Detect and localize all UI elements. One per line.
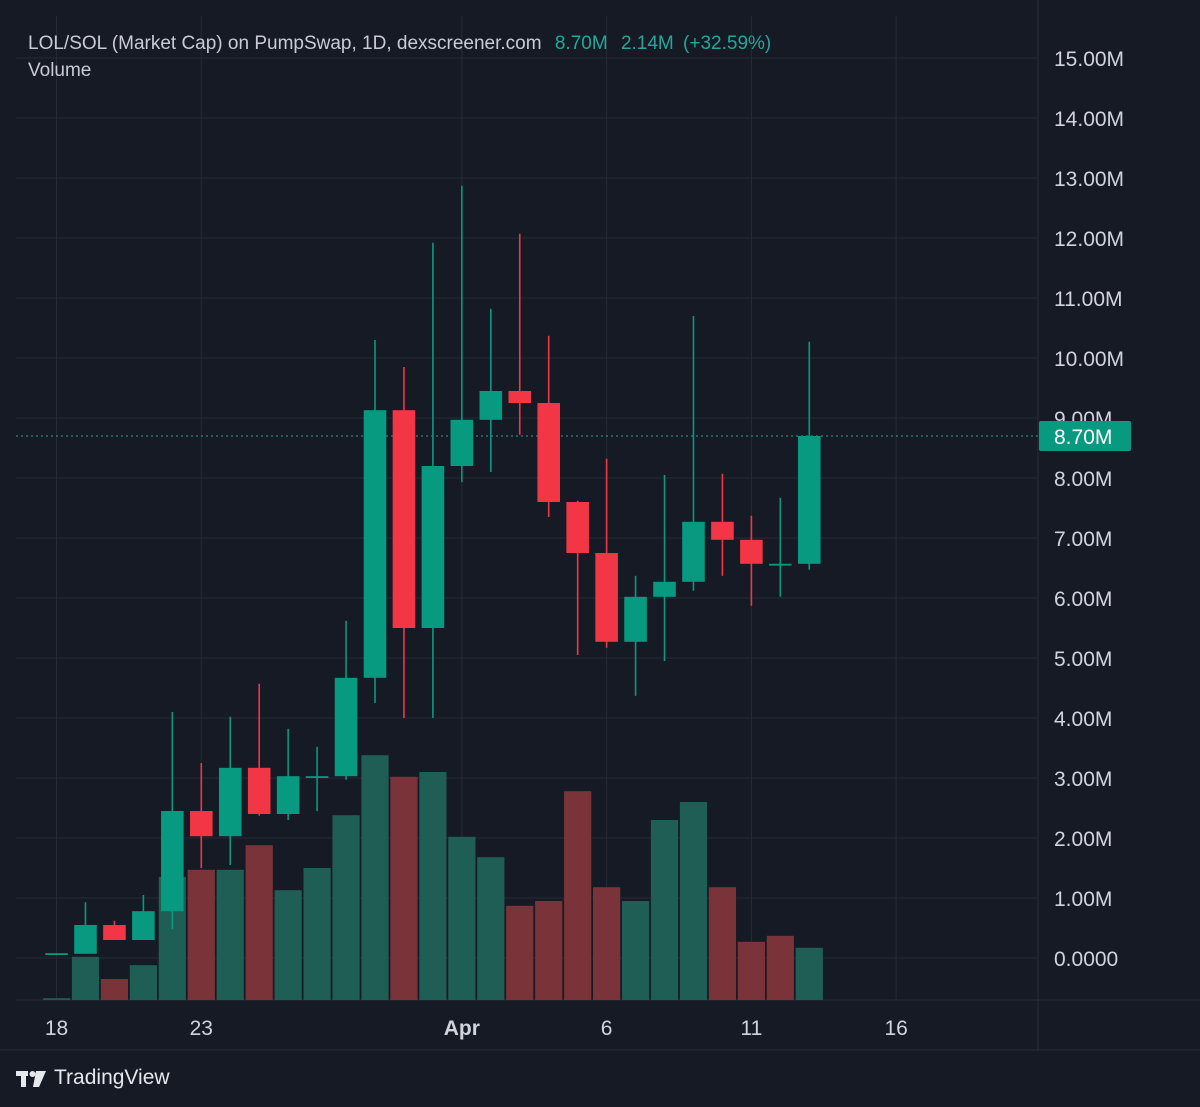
candle-body (711, 521, 734, 540)
candle-body (247, 767, 271, 814)
candle-body (740, 539, 763, 564)
candle-body (566, 502, 589, 553)
price-tag (1039, 421, 1131, 451)
x-tick-label: Apr (444, 1017, 480, 1040)
chart-header: LOL/SOL (Market Cap) on PumpSwap, 1D, de… (28, 33, 771, 55)
tradingview-logo-icon (16, 1071, 46, 1087)
y-tick-label: 12.00M (1054, 228, 1124, 251)
volume-bar (448, 836, 476, 1000)
y-tick-label: 10.00M (1054, 348, 1124, 371)
candle-body (363, 410, 387, 678)
volume-bar (71, 956, 100, 1000)
volume-bar (564, 791, 592, 1000)
x-tick-label: 16 (884, 1017, 907, 1040)
symbol-title: LOL/SOL (Market Cap) on PumpSwap, 1D, de… (28, 33, 542, 54)
volume-bar (216, 869, 244, 1000)
volume-bar (303, 868, 331, 1000)
volume-bar (129, 965, 157, 1000)
tradingview-brand[interactable]: TradingView (16, 1066, 170, 1090)
candle-body (276, 776, 300, 814)
candle-body (450, 419, 474, 466)
volume-bar (535, 901, 563, 1000)
volume-bar (593, 887, 621, 1000)
candle-body (132, 911, 155, 940)
y-tick-label: 14.00M (1054, 108, 1124, 131)
volume-bar (679, 802, 708, 1000)
candle-body (305, 776, 329, 778)
volume-bar (795, 947, 823, 1000)
volume-bar (766, 935, 794, 1000)
y-tick-label: 11.00M (1054, 288, 1123, 311)
volume-bar (621, 901, 650, 1000)
price-tag-label: 8.70M (1054, 426, 1112, 449)
change-value: 2.14M (620, 33, 674, 54)
x-tick-label: 11 (740, 1017, 762, 1040)
volume-bar (274, 890, 302, 1000)
volume-bar (419, 772, 447, 1000)
volume-bar (187, 869, 215, 1000)
volume-bar (650, 820, 679, 1000)
x-tick-label: 6 (601, 1017, 613, 1040)
candle-body (218, 767, 242, 837)
y-tick-label: 13.00M (1054, 168, 1124, 191)
y-tick-label: 6.00M (1054, 588, 1112, 611)
brand-name: TradingView (54, 1066, 170, 1089)
volume-bar (42, 998, 71, 1000)
candle-body (769, 563, 792, 566)
change-percent: (+32.59%) (683, 33, 772, 54)
x-tick-label: 18 (45, 1017, 68, 1040)
volume-bar (100, 979, 129, 1000)
candle-body (161, 811, 184, 912)
volume-bar (477, 857, 505, 1000)
last-value: 8.70M (554, 33, 608, 54)
candle-body (74, 925, 97, 954)
candle-body (421, 466, 445, 628)
volume-bar (506, 905, 534, 1000)
candle-body (682, 521, 705, 582)
candle-body (334, 677, 358, 777)
x-tick-label: 23 (190, 1017, 213, 1040)
volume-label: Volume (28, 60, 92, 81)
candle-body (508, 391, 532, 403)
candle-body (537, 403, 561, 502)
candle-body (624, 596, 647, 642)
candle-body (653, 581, 676, 597)
y-tick-label: 1.00M (1054, 888, 1112, 911)
volume-bar (737, 941, 765, 1000)
y-tick-label: 2.00M (1054, 828, 1112, 851)
y-tick-label: 15.00M (1054, 48, 1124, 71)
volume-bar (245, 845, 273, 1000)
volume-bar (332, 815, 360, 1000)
candle-body (797, 436, 821, 564)
y-tick-label: 4.00M (1054, 708, 1112, 731)
candle-body (45, 953, 68, 955)
volume-bar (361, 755, 389, 1000)
candle-body (392, 410, 416, 628)
y-tick-label: 0.0000 (1054, 948, 1118, 971)
volume-bar (390, 776, 418, 1000)
y-tick-label: 8.00M (1054, 468, 1112, 491)
y-tick-label: 3.00M (1054, 768, 1112, 791)
candle-body (479, 391, 503, 420)
y-tick-label: 5.00M (1054, 648, 1112, 671)
candle-body (190, 811, 213, 837)
candle-body (595, 553, 618, 642)
y-tick-label: 7.00M (1054, 528, 1112, 551)
volume-bar (708, 887, 737, 1000)
candle-body (103, 925, 126, 940)
